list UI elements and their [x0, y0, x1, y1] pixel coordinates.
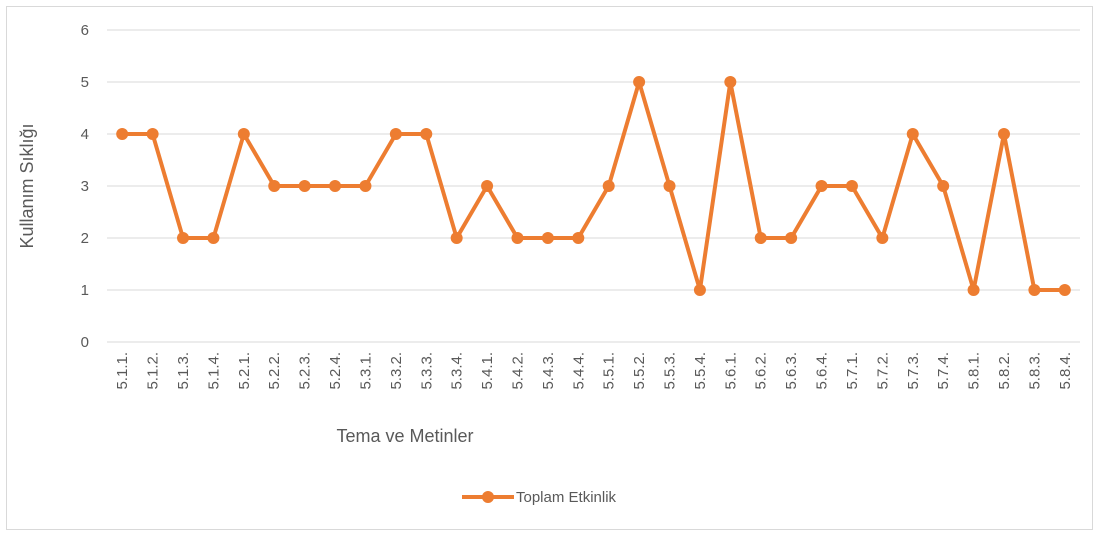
- x-tick-label: 5.3.2.: [388, 352, 405, 390]
- x-tick-label: 5.4.1.: [479, 352, 496, 390]
- x-tick-label: 5.8.2.: [996, 352, 1013, 390]
- point: [268, 180, 281, 192]
- x-tick-label: 5.7.4.: [935, 352, 952, 390]
- x-tick-label: 5.6.1.: [722, 352, 739, 390]
- point: [815, 180, 828, 192]
- point: [845, 180, 858, 192]
- point: [511, 232, 524, 244]
- point: [116, 128, 129, 140]
- point: [663, 180, 676, 192]
- x-tick-label: 5.6.2.: [753, 352, 770, 390]
- x-tick-label: 5.8.4.: [1057, 352, 1074, 390]
- y-tick-label: 6: [81, 22, 89, 39]
- point: [450, 232, 463, 244]
- x-tick-label: 5.8.1.: [966, 352, 983, 390]
- y-tick-label: 1: [81, 282, 89, 299]
- point: [967, 284, 980, 296]
- x-axis-label: Tema ve Metinler: [336, 426, 473, 446]
- point: [937, 180, 950, 192]
- point: [633, 76, 646, 88]
- point: [785, 232, 798, 244]
- point: [754, 232, 767, 244]
- y-tick-label: 3: [81, 178, 89, 195]
- point: [177, 232, 190, 244]
- x-tick-label: 5.8.3.: [1026, 352, 1043, 390]
- x-tick-label: 5.2.1.: [236, 352, 253, 390]
- x-tick-label: 5.4.3.: [540, 352, 557, 390]
- x-tick-label: 5.7.3.: [905, 352, 922, 390]
- point: [207, 232, 220, 244]
- x-tick-label: 5.5.2.: [631, 352, 648, 390]
- x-tick-label: 5.6.4.: [814, 352, 831, 390]
- x-tick-label: 5.1.4.: [205, 352, 222, 390]
- x-tick-label: 5.3.1.: [357, 352, 374, 390]
- x-tick-label: 5.4.4.: [570, 352, 587, 390]
- x-tick-label: 5.6.3.: [783, 352, 800, 390]
- point: [1058, 284, 1071, 296]
- x-tick-label: 5.4.2.: [509, 352, 526, 390]
- point: [1028, 284, 1041, 296]
- x-tick-label: 5.5.3.: [662, 352, 679, 390]
- y-tick-label: 2: [81, 230, 89, 247]
- point: [724, 76, 737, 88]
- x-tick-label: 5.1.3.: [175, 352, 192, 390]
- x-tick-label: 5.2.3.: [297, 352, 314, 390]
- x-tick-label: 5.7.1.: [844, 352, 861, 390]
- point: [481, 180, 494, 192]
- chart-border: [6, 6, 1093, 530]
- point: [602, 180, 615, 192]
- y-axis-label: Kullanım Sıklığı: [17, 123, 37, 248]
- x-tick-label: 5.3.3.: [418, 352, 435, 390]
- point: [693, 284, 706, 296]
- point: [389, 128, 402, 140]
- point: [906, 128, 919, 140]
- point: [298, 180, 311, 192]
- point: [572, 232, 585, 244]
- y-tick-label: 4: [81, 126, 89, 143]
- x-tick-label: 5.2.2.: [266, 352, 283, 390]
- point: [329, 180, 342, 192]
- y-tick-label: 5: [81, 74, 89, 91]
- x-tick-label: 5.5.1.: [601, 352, 618, 390]
- point: [997, 128, 1010, 140]
- point: [146, 128, 159, 140]
- point: [359, 180, 372, 192]
- y-tick-label: 0: [81, 334, 89, 351]
- x-tick-label: 5.3.4.: [449, 352, 466, 390]
- point: [237, 128, 250, 140]
- x-tick-label: 5.5.4.: [692, 352, 709, 390]
- legend-label: Toplam Etkinlik: [516, 489, 617, 506]
- x-tick-label: 5.7.2.: [874, 352, 891, 390]
- x-tick-label: 5.1.2.: [145, 352, 162, 390]
- point: [876, 232, 889, 244]
- point: [541, 232, 554, 244]
- x-tick-label: 5.2.4.: [327, 352, 344, 390]
- x-tick-label: 5.1.1.: [114, 352, 131, 390]
- point: [420, 128, 433, 140]
- legend-marker: [482, 491, 494, 503]
